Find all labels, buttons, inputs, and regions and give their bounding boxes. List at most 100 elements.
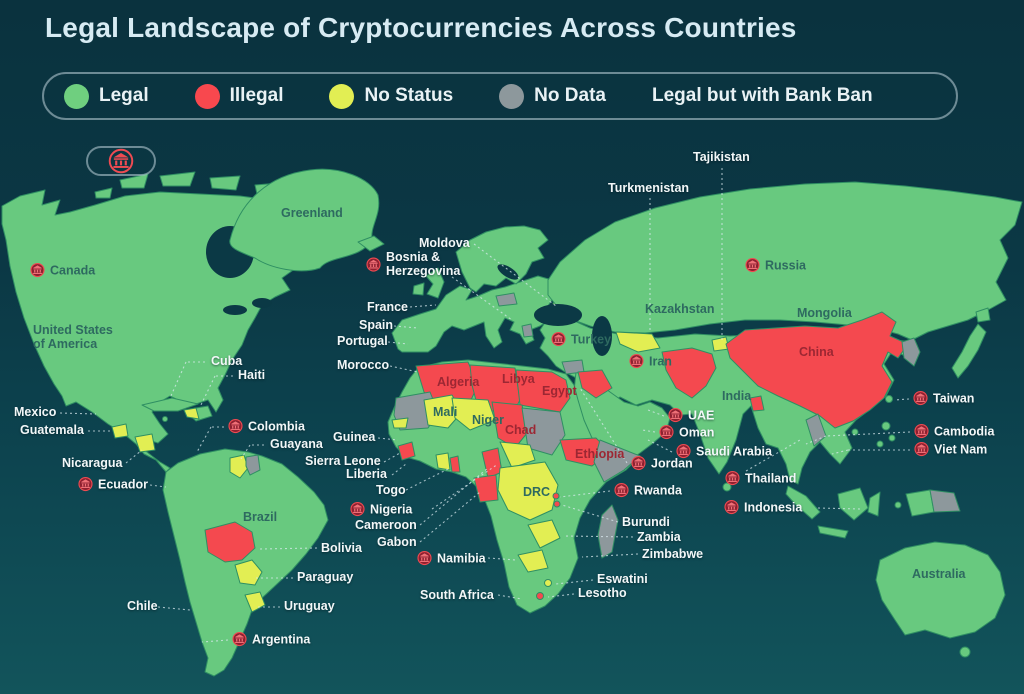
country-name: China bbox=[799, 345, 834, 359]
country-shape-niger bbox=[451, 397, 496, 431]
map-label-spain: Spain bbox=[359, 318, 393, 332]
country-name: Turkmenistan bbox=[608, 181, 690, 195]
great-lakes bbox=[223, 305, 247, 315]
country-name: DRC bbox=[523, 485, 551, 499]
country-shape-zambia bbox=[527, 519, 561, 549]
leader-line-togo bbox=[405, 467, 451, 491]
country-name: Iran bbox=[649, 354, 672, 368]
map-label-drc: DRC bbox=[523, 485, 550, 499]
bank-ban-icon bbox=[629, 353, 644, 369]
country-shape-turkmenistan bbox=[615, 331, 661, 353]
map-label-paraguay: Paraguay bbox=[297, 570, 353, 584]
country-shape-scandinavia bbox=[455, 225, 549, 293]
country-name: South Africa bbox=[420, 588, 494, 602]
map-label-canada: Canada bbox=[30, 262, 95, 278]
leader-line-lesotho bbox=[547, 593, 575, 598]
legend-dot-legal bbox=[64, 83, 89, 109]
country-name: Togo bbox=[376, 483, 406, 497]
country-shape-guyana bbox=[229, 454, 249, 479]
country-name: Brazil bbox=[243, 510, 278, 524]
map-label-iran: Iran bbox=[629, 353, 672, 369]
legend-dot-no-status bbox=[329, 83, 355, 109]
leader-line-eswatini bbox=[555, 579, 594, 585]
country-name: UAE bbox=[688, 408, 715, 422]
country-shape-drc bbox=[497, 461, 559, 521]
map-label-morocco: Morocco bbox=[337, 358, 389, 372]
legend-dot-no-data bbox=[499, 83, 525, 109]
country-shape-afghanistan-pakistan bbox=[661, 347, 717, 399]
leader-line-guinea bbox=[377, 437, 399, 441]
country-shape-ireland bbox=[412, 282, 425, 296]
map-label-turkey: Turkey bbox=[551, 331, 611, 347]
map-label-guinea: Guinea bbox=[333, 430, 375, 444]
country-name: Eswatini bbox=[597, 572, 648, 586]
bank-ban-icon bbox=[724, 499, 739, 515]
map-label-cameroon: Cameroon bbox=[355, 518, 417, 532]
map-label-saudi-arabia: Saudi Arabia bbox=[676, 443, 772, 459]
country-name: Sierra Leone bbox=[305, 454, 381, 468]
map-label-guayana: Guayana bbox=[270, 437, 323, 451]
map-label-burundi: Burundi bbox=[622, 515, 670, 529]
bank-ban-icon bbox=[30, 262, 45, 278]
country-name: Haiti bbox=[238, 368, 266, 382]
map-label-greenland: Greenland bbox=[281, 206, 343, 220]
country-shape-togo bbox=[449, 455, 461, 473]
leader-line-rwanda bbox=[559, 490, 611, 498]
country-name: Rwanda bbox=[634, 483, 682, 497]
country-shape-albania bbox=[521, 323, 534, 338]
map-label-moldova: Moldova bbox=[419, 236, 470, 250]
legend-item-legal-but-with-bank-ban: Legal but with Bank Ban bbox=[86, 85, 873, 176]
map-label-namibia: Namibia bbox=[417, 550, 486, 566]
black-sea bbox=[534, 304, 582, 326]
map-label-mexico: Mexico bbox=[14, 405, 56, 419]
legend-label: Legal but with Bank Ban bbox=[651, 85, 873, 106]
map-label-kazakhstan: Kazakhstan bbox=[645, 302, 714, 316]
arctic-islands bbox=[94, 171, 281, 199]
country-name: Chad bbox=[505, 423, 537, 437]
country-shape-australia bbox=[875, 541, 1006, 639]
leader-line-moldova bbox=[473, 243, 557, 307]
map-label-chile: Chile bbox=[127, 599, 158, 613]
legend-label: Legal bbox=[99, 85, 149, 106]
country-shape-sudan bbox=[521, 407, 566, 456]
map-label-viet-nam: Viet Nam bbox=[914, 441, 987, 457]
map-label-nicaragua: Nicaragua bbox=[62, 456, 122, 470]
leader-line-zimbabwe bbox=[581, 553, 639, 558]
leader-line-nigeria bbox=[431, 463, 499, 510]
legend-dot-illegal bbox=[194, 83, 220, 109]
bank-ban-icon bbox=[228, 418, 243, 434]
leader-line-haiti bbox=[199, 375, 216, 408]
legend: Legal Illegal No Status No Data Legal but wi… bbox=[42, 72, 958, 176]
country-name: Lesotho bbox=[578, 586, 627, 600]
leader-line-cambodia bbox=[825, 431, 911, 437]
map-label-ecuador: Ecuador bbox=[78, 476, 148, 492]
map-label-guatemala: Guatemala bbox=[20, 423, 84, 437]
country-name: Colombia bbox=[248, 419, 305, 433]
map-label-jordan: Jordan bbox=[631, 455, 693, 471]
country-shape-korea bbox=[901, 337, 921, 367]
map-label-turkmenistan: Turkmenistan bbox=[608, 181, 689, 195]
leader-line-portugal bbox=[387, 341, 409, 345]
map-label-egypt: Egypt bbox=[542, 384, 577, 398]
map-label-sierra-leone: Sierra Leone bbox=[305, 454, 381, 468]
country-name: Morocco bbox=[337, 358, 390, 372]
map-label-brazil: Brazil bbox=[243, 510, 277, 524]
country-shape-chad bbox=[491, 401, 529, 449]
map-label-zimbabwe: Zimbabwe bbox=[642, 547, 703, 561]
map-label-uae: UAE bbox=[668, 407, 715, 423]
country-name: Algeria bbox=[437, 375, 480, 389]
country-name: Gabon bbox=[377, 535, 417, 549]
leader-line-mexico bbox=[59, 412, 97, 415]
country-shape-jamaica bbox=[162, 416, 168, 422]
country-shape-sri-lanka bbox=[722, 482, 732, 492]
caspian-sea bbox=[592, 316, 612, 356]
map-label-eswatini: Eswatini bbox=[597, 572, 648, 586]
map-label-algeria: Algeria bbox=[437, 375, 479, 389]
country-name: Zimbabwe bbox=[642, 547, 704, 561]
map-label-colombia: Colombia bbox=[228, 418, 305, 434]
country-shape-botswana bbox=[517, 549, 549, 573]
country-name: Thailand bbox=[745, 471, 797, 485]
